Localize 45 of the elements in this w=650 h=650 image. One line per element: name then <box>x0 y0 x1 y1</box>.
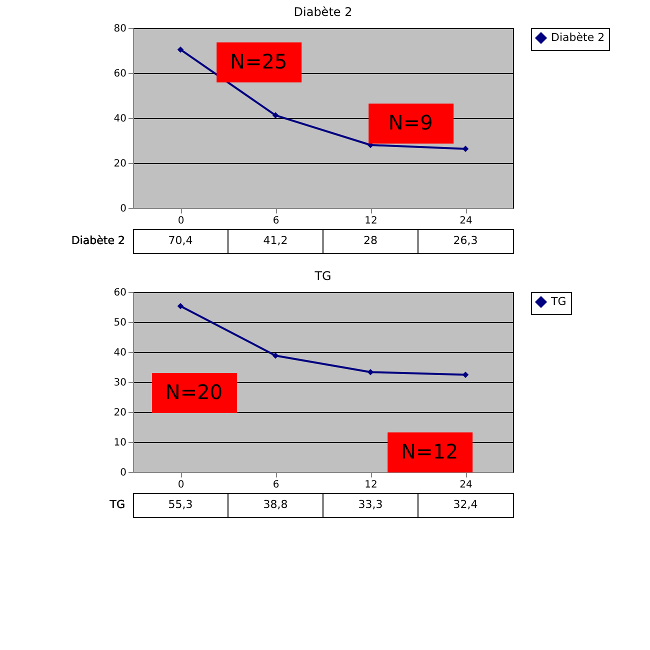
data-label: 26,3 <box>453 234 478 247</box>
y-tick-label: 50 <box>114 318 126 328</box>
annotation: N=9 <box>388 110 433 135</box>
point <box>462 372 469 378</box>
x-tick-label: 6 <box>272 480 280 490</box>
point <box>367 368 374 376</box>
data-label: 38,8 <box>263 498 288 511</box>
data-label: 33,3 <box>358 498 383 511</box>
y-tick-label: 0 <box>120 468 126 478</box>
text: Diabète 2 <box>71 234 125 247</box>
x-tick-label: 24 <box>460 216 472 226</box>
y-tick-label: 80 <box>114 24 126 34</box>
chart-title: TG <box>314 269 332 283</box>
data-label: 41,2 <box>263 234 288 247</box>
data-label: 55,3 <box>168 498 193 511</box>
y-tick-label: 60 <box>114 288 126 298</box>
x-tick-label: 24 <box>460 480 472 490</box>
point <box>272 112 279 118</box>
data-label: 70,4 <box>168 234 193 247</box>
annotation: N=25 <box>230 49 288 74</box>
y-tick-label: 30 <box>114 378 126 388</box>
y-tick-label: 20 <box>114 408 126 418</box>
x-tick-label: 12 <box>364 480 378 490</box>
point <box>177 302 184 310</box>
y-tick-label: 40 <box>114 114 126 124</box>
y-tick-label: 60 <box>114 68 126 80</box>
legend-label: TG <box>550 295 566 308</box>
y-tick-label: 0 <box>120 204 126 214</box>
data-label: 28 <box>364 234 378 247</box>
data-label: 32,4 <box>453 498 478 511</box>
y-tick-label: 20 <box>114 158 126 170</box>
annotation: N=20 <box>165 380 223 404</box>
x-tick-label: 12 <box>364 216 378 226</box>
annotation: N=12 <box>401 439 458 464</box>
y-tick-label: 10 <box>114 438 126 448</box>
point <box>177 46 184 53</box>
point <box>272 352 279 359</box>
y-tick-label: 40 <box>114 348 126 358</box>
x-tick-label: 6 <box>272 216 280 226</box>
legend-label: Diabète 2 <box>551 31 605 44</box>
point <box>462 146 469 152</box>
text: TG <box>110 498 125 511</box>
x-tick-label: 0 <box>178 480 184 490</box>
x-tick-label: 0 <box>178 216 184 226</box>
chart-title: Diabète 2 <box>294 5 352 19</box>
